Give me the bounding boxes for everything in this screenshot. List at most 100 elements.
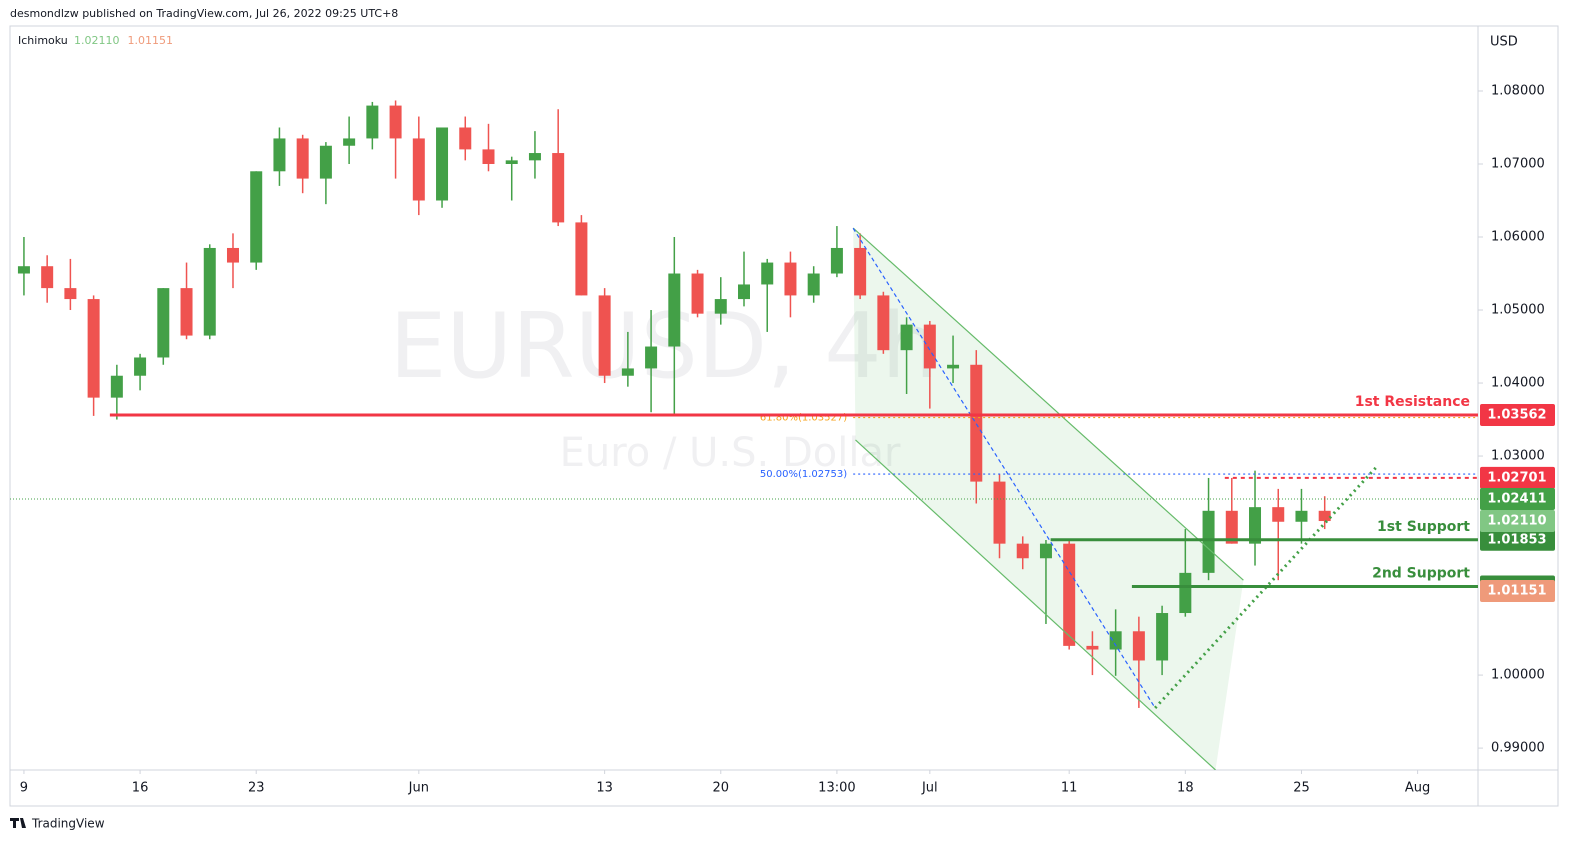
candle-body [505,160,518,164]
candle-body [296,138,309,179]
y-tick-label: 1.00000 [1491,668,1545,683]
watermark: EURUSD, 4h [389,294,938,399]
brand: TradingView [31,817,105,831]
currency: USD [1490,35,1518,50]
x-tick-label: 18 [1177,781,1194,796]
candle-body [830,247,843,274]
candle-body [134,357,147,376]
candle-body [854,247,867,296]
candle-body [714,299,727,314]
watermark-subtitle: Euro / U.S. Dollar [560,430,901,476]
x-tick-label: Jun [408,781,429,796]
x-tick-label: 13 [596,781,613,796]
candle-body [877,295,890,351]
candle-body [970,364,983,482]
current-price-box [1480,488,1555,511]
candle-body [412,138,425,201]
trendline [852,227,1156,709]
candle-body [575,222,588,296]
y-tick-label: 1.04000 [1491,376,1545,391]
y-tick-label: 1.06000 [1491,230,1545,245]
candle-body [668,273,681,347]
x-tick-label: Jul [921,781,938,796]
level-name: 1st Resistance [1355,394,1470,410]
x-tick-label: 16 [132,781,149,796]
candle-body [1249,507,1262,544]
candle-body [180,288,193,336]
indicator-price-label: 1.02110 [1487,514,1546,529]
candle-body [273,138,286,172]
level-price-label: 1.01853 [1487,532,1546,547]
candle-body [1295,510,1308,522]
level-price-label: 1.03562 [1487,408,1546,423]
candle-body [761,262,774,285]
candle-body [17,266,30,274]
x-tick-label: Aug [1405,781,1430,796]
candle-body [250,171,263,263]
recent-high-price-box [1480,466,1555,489]
candle-body [1318,510,1331,522]
candle-body [947,364,960,369]
level-price-box [1480,404,1555,427]
x-tick-label: 23 [248,781,265,796]
y-tick-label: 0.99000 [1491,741,1545,756]
candle-body [319,145,332,179]
y-tick-label: 1.03000 [1491,449,1545,464]
header: desmondlzw published on TradingView.com,… [10,7,398,20]
candle-body [923,324,936,369]
candle-body [691,273,704,314]
x-tick-label: 13:00 [818,781,855,796]
indicator-value: 1.01151 [128,34,174,47]
recent-high-price-label: 1.02701 [1487,470,1546,485]
candle-body [900,324,913,351]
candle-body [389,105,402,139]
candle-body [552,153,565,223]
level-price-box [1480,528,1555,551]
candle-body [1272,507,1285,522]
candle-body [110,375,123,398]
y-tick-label: 1.05000 [1491,303,1545,318]
indicator-price-box [1480,580,1555,603]
candle-body [1132,631,1145,661]
level-name: 1st Support [1377,519,1470,535]
candle-body [226,247,239,263]
candle-body [87,299,100,398]
brand-logo [10,818,26,828]
candle-body [1156,613,1169,661]
candle-body [1063,543,1076,646]
candle-body [203,247,216,336]
trendline [852,227,1244,581]
candle-body [621,368,634,376]
x-tick-label: 25 [1293,781,1310,796]
candle-body [64,288,77,300]
fib-label: 61.80%(1.03527) [760,413,847,424]
current-price-label: 1.02411 [1487,492,1546,507]
x-tick-label: 20 [712,781,729,796]
y-tick-label: 1.07000 [1491,156,1545,171]
plot-area: 61.80%(1.03527) 50.00%(1.02753) [10,100,1478,770]
indicator-price-box [1480,510,1555,533]
candle-body [1109,631,1122,650]
level-name: 2nd Support [1372,566,1470,582]
candle-body [1225,510,1238,544]
candle-body [1202,510,1215,573]
candle-body [157,288,170,358]
candle-body [482,149,495,164]
trendline [855,439,1216,770]
candle-body [1016,543,1029,559]
candle-body [459,127,472,150]
candle-body [1039,543,1052,559]
candle-body [343,138,356,146]
candle-body [738,284,750,300]
candle-body [993,481,1006,544]
candle-body [1086,645,1099,650]
candle-body [645,346,658,369]
indicator-price-label: 1.01151 [1487,584,1546,599]
fib-label: 50.00%(1.02753) [760,469,847,480]
x-tick-label: 11 [1061,781,1078,796]
candle-body [784,262,797,296]
candle-body [528,153,541,161]
candle-body [366,105,379,139]
